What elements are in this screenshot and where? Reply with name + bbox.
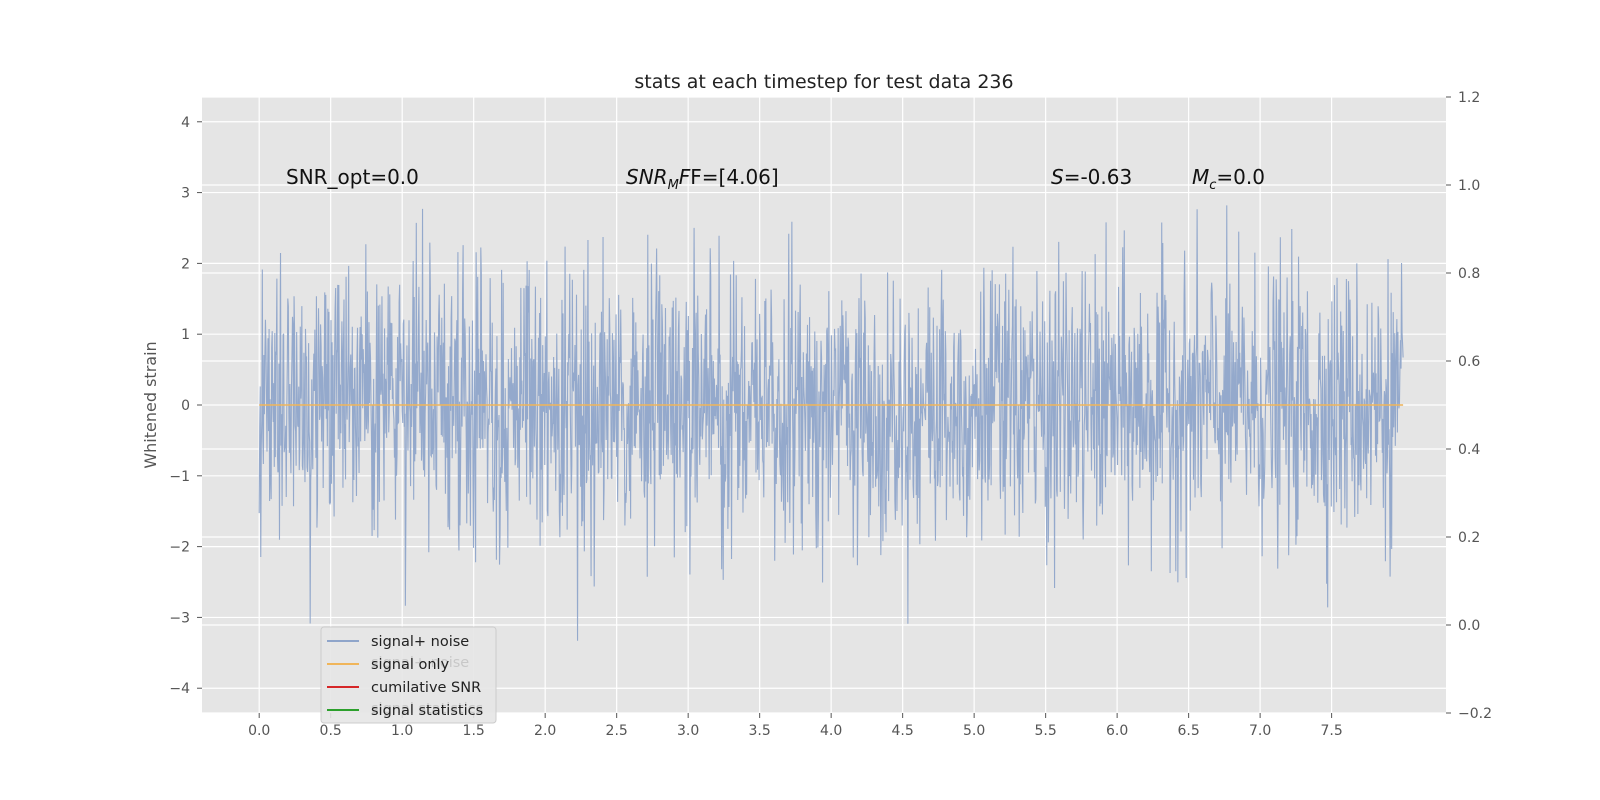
legend-label-signal-noise: signal+ noise xyxy=(371,634,469,650)
x-tick-label: 1.0 xyxy=(391,723,413,739)
signal-noise-line xyxy=(258,205,1404,641)
legend-box xyxy=(320,626,497,724)
chart-title: stats at each timestep for test data 236 xyxy=(634,71,1013,93)
y-tick-label: −1 xyxy=(169,469,190,485)
snr-mf-subscript: M xyxy=(668,178,679,193)
mc-symbol: M xyxy=(1192,165,1209,189)
x-tick-label: 5.0 xyxy=(963,723,985,739)
y-axis-left: −4 −3 −2 −1 0 1 2 3 4 xyxy=(169,115,202,697)
y-tick-label: 0 xyxy=(181,398,190,414)
x-tick-label: 4.5 xyxy=(892,723,914,739)
y2-tick-label: 0.0 xyxy=(1458,618,1480,634)
x-tick-label: 6.5 xyxy=(1177,723,1199,739)
mc-subscript: c xyxy=(1209,178,1216,193)
legend-label-signal-statistics: signal statistics xyxy=(371,703,483,719)
mc-value: =0.0 xyxy=(1216,165,1265,189)
legend: signal+ noise signal statistics signal+ … xyxy=(320,626,497,724)
y2-tick-label: 0.8 xyxy=(1458,266,1480,282)
legend-label-cumulative-snr: cumilative SNR xyxy=(371,680,481,696)
legend-ghost-text-1: signal+ noise xyxy=(371,655,469,671)
x-tick-label: 3.5 xyxy=(749,723,771,739)
x-axis: 0.0 0.5 1.0 1.5 2.0 2.5 3.0 3.5 4.0 4.5 5.0 5.5 6.0 6… xyxy=(248,713,1343,739)
y2-tick-label: 0.4 xyxy=(1458,442,1480,458)
y2-tick-label: 1.0 xyxy=(1458,178,1480,194)
y-tick-label: 4 xyxy=(181,115,190,131)
snr-mf-f: F xyxy=(679,165,691,189)
y2-tick-label: 0.6 xyxy=(1458,354,1480,370)
s-symbol: S xyxy=(1051,165,1064,189)
y-tick-label: −2 xyxy=(169,540,190,556)
annotation-mc: Mc=0.0 xyxy=(1192,165,1265,193)
x-tick-label: 4.0 xyxy=(820,723,842,739)
s-value: =-0.63 xyxy=(1064,165,1133,189)
signal-noise-series xyxy=(258,205,1404,641)
x-tick-label: 0.0 xyxy=(248,723,270,739)
y-tick-label: 3 xyxy=(181,186,190,202)
legend-label-signal-only: signal only xyxy=(371,657,450,673)
x-tick-label: 0.5 xyxy=(320,723,342,739)
y-axis-right: −0.2 0.0 0.2 0.4 0.6 0.8 1.0 1.2 xyxy=(1446,90,1492,722)
annotation-snr-opt: SNR_opt=0.0 xyxy=(286,165,419,189)
y-tick-label: −3 xyxy=(169,610,190,626)
x-tick-label: 5.5 xyxy=(1034,723,1056,739)
y-axis-label: Whitened strain xyxy=(141,341,160,468)
x-tick-label: 2.0 xyxy=(534,723,556,739)
x-tick-label: 7.5 xyxy=(1320,723,1342,739)
y2-tick-label: 1.2 xyxy=(1458,90,1480,106)
x-tick-label: 1.5 xyxy=(463,723,485,739)
annotation-s: S=-0.63 xyxy=(1051,165,1132,189)
x-tick-label: 7.0 xyxy=(1249,723,1271,739)
x-tick-label: 3.0 xyxy=(677,723,699,739)
y2-tick-label: 0.2 xyxy=(1458,530,1480,546)
y-tick-label: −4 xyxy=(169,681,190,697)
x-tick-label: 2.5 xyxy=(606,723,628,739)
y2-tick-label: −0.2 xyxy=(1458,706,1492,722)
legend-ghost-text-2: signal statistics xyxy=(371,701,483,717)
y-tick-label: 2 xyxy=(181,256,190,272)
x-tick-label: 6.0 xyxy=(1106,723,1128,739)
y-tick-label: 1 xyxy=(181,327,190,343)
snr-mf-value: F=[4.06] xyxy=(690,165,778,189)
snr-mf-prefix: SNR xyxy=(626,165,668,189)
annotation-snr-mf: SNRMFF=[4.06] xyxy=(626,165,779,193)
